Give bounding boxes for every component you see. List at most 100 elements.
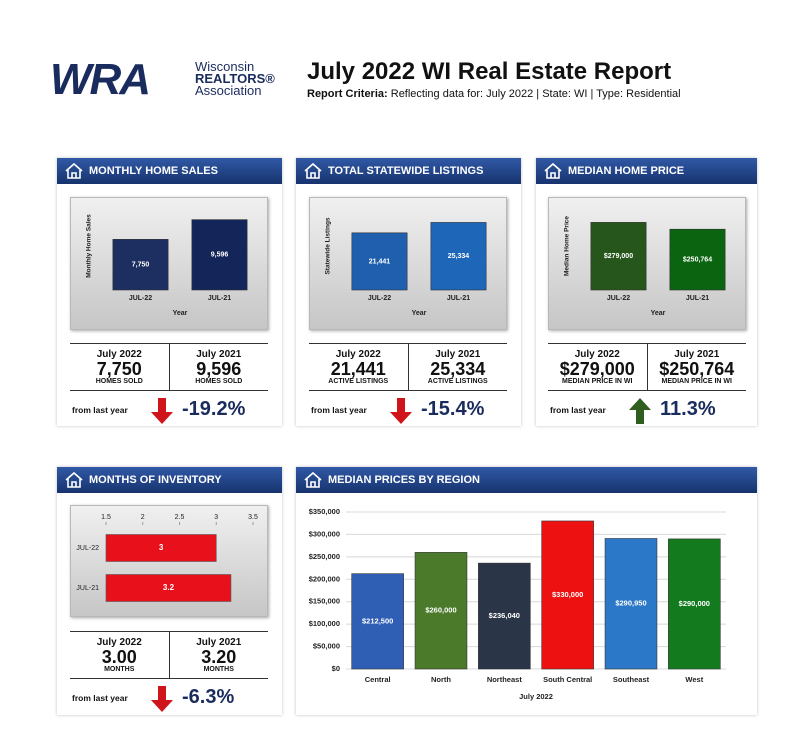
stat-column: July 2021 3.20 MONTHS (168, 632, 269, 678)
stat-label: ACTIVE LISTINGS (328, 378, 389, 385)
house-icon (544, 162, 562, 179)
y-tick-label: $350,000 (309, 507, 340, 516)
bar (414, 552, 468, 670)
x-tick-label: 3 (214, 514, 218, 521)
arrow-down (151, 686, 173, 712)
trend-arrow (629, 398, 651, 424)
stat-period: July 2021 (196, 349, 242, 360)
value-label: $290,000 (679, 599, 710, 608)
value-label: $250,764 (683, 256, 712, 263)
panel: MONTHS OF INVENTORY 1.5 2 2.5 3 3.5 3 JUL-22 3.2… (57, 467, 282, 715)
x-tick-label: 2 (141, 514, 145, 521)
panel: MEDIAN PRICES BY REGION $0 $50,000 $100,000… (296, 467, 757, 715)
stat-value: 3.20 (201, 647, 237, 667)
panel-header: MONTHS OF INVENTORY (57, 467, 282, 493)
stat-period: July 2022 (96, 349, 142, 360)
stat-value: $279,000 (559, 359, 635, 379)
chart: 21,441 JUL-22 25,334 JUL-21 Year Statewide Li… (325, 217, 487, 317)
bar (105, 574, 232, 602)
x-tick-label: JUL-21 (447, 295, 470, 302)
stat-period: July 2021 (674, 349, 720, 360)
trend-arrow (151, 686, 173, 712)
stat-value: 9,596 (196, 359, 242, 379)
stat-column: July 2021 $250,764 MEDIAN PRICE IN WI (646, 344, 747, 390)
arrow-down (390, 398, 412, 424)
trend-arrow (390, 398, 412, 424)
stat-value: $250,764 (659, 359, 735, 379)
x-tick-label: West (685, 675, 703, 684)
stat-label: ACTIVE LISTINGS (427, 378, 488, 385)
house-icon (65, 471, 83, 488)
panel-icon (65, 162, 83, 179)
stat-column: July 2021 9,596 HOMES SOLD (168, 344, 269, 390)
y-axis-label: Monthly Home Sales (86, 214, 93, 278)
value-label: $236,040 (489, 611, 520, 620)
panel-title: TOTAL STATEWIDE LISTINGS (328, 165, 484, 177)
stat-value: 7,750 (96, 359, 142, 379)
panel: MONTHLY HOME SALES 7,750 JUL-22 9,596 JUL-21… (57, 158, 282, 426)
change-value: -15.4% (421, 398, 485, 420)
y-tick-label: $200,000 (309, 574, 340, 583)
panel-title: MEDIAN PRICES BY REGION (328, 474, 480, 486)
house-icon (304, 471, 322, 488)
x-tick-label: North (431, 675, 451, 684)
bar (668, 538, 721, 670)
change-label: from last year (72, 693, 128, 703)
panel-icon (304, 471, 322, 488)
value-label: 3 (159, 543, 164, 552)
house-icon (304, 162, 322, 179)
stats: July 2022 3.00 MONTHS July 2021 3.20 MONTHS fr… (70, 631, 268, 715)
stat-period: July 2021 (196, 637, 242, 648)
stat-value: 3.00 (101, 647, 137, 667)
change-row: from last year -15.4% (309, 391, 507, 427)
value-label: $330,000 (552, 590, 583, 599)
panel-header: TOTAL STATEWIDE LISTINGS (296, 158, 521, 184)
change-label: from last year (550, 405, 606, 415)
stat-label: MONTHS (104, 666, 135, 673)
chart-box: 1.5 2 2.5 3 3.5 3 JUL-22 3.2 JUL-21 (70, 505, 268, 617)
bar (112, 239, 169, 291)
trend-arrow (151, 398, 173, 424)
panel-header: MEDIAN PRICES BY REGION (296, 467, 757, 493)
change-value: -6.3% (182, 686, 235, 708)
x-axis-label: Year (173, 310, 188, 317)
x-tick-label: 1.5 (101, 514, 111, 521)
value-label: 3.2 (163, 583, 175, 592)
chart: $279,000 JUL-22 $250,764 JUL-21 Year Median H… (564, 216, 726, 317)
bar (351, 232, 408, 291)
stat-label: MEDIAN PRICE IN WI (562, 378, 633, 385)
change-row: from last year -19.2% (70, 391, 268, 427)
arrow-up (629, 398, 651, 424)
panel-header: MONTHLY HOME SALES (57, 158, 282, 184)
value-label: 25,334 (448, 253, 470, 260)
stats-columns: July 2022 21,441 ACTIVE LISTINGS July 2021 2… (309, 343, 507, 391)
change-row: from last year -6.3% (70, 679, 268, 715)
y-tick-label: $250,000 (309, 552, 340, 561)
x-tick-label: South Central (543, 675, 592, 684)
stat-period: July 2021 (435, 349, 481, 360)
panel-icon (304, 162, 322, 179)
change-row: from last year 11.3% (548, 391, 746, 427)
chart-box: $0 $50,000 $100,000 $150,000 $200,000 $250,00… (296, 505, 757, 710)
y-tick-label: $300,000 (309, 529, 340, 538)
stat-label: MONTHS (203, 666, 234, 673)
y-tick-label: $100,000 (309, 619, 340, 628)
stat-value: 21,441 (330, 359, 386, 379)
x-tick-label: Southeast (613, 675, 650, 684)
arrow-down (151, 398, 173, 424)
change-value: 11.3% (660, 398, 716, 420)
criteria-label: Report Criteria: (307, 88, 388, 100)
value-label: $212,500 (362, 616, 393, 625)
stats-columns: July 2022 3.00 MONTHS July 2021 3.20 MONTHS (70, 631, 268, 679)
bar (541, 520, 594, 670)
logo-text: Association (195, 83, 262, 98)
bar (590, 222, 647, 291)
stat-period: July 2022 (96, 637, 142, 648)
change-value: -19.2% (182, 398, 246, 420)
panel-icon (544, 162, 562, 179)
panel-title: MEDIAN HOME PRICE (568, 165, 685, 177)
house-icon (65, 162, 83, 179)
bar (669, 228, 726, 291)
chart: $0 $50,000 $100,000 $150,000 $200,000 $250,00… (309, 507, 726, 701)
